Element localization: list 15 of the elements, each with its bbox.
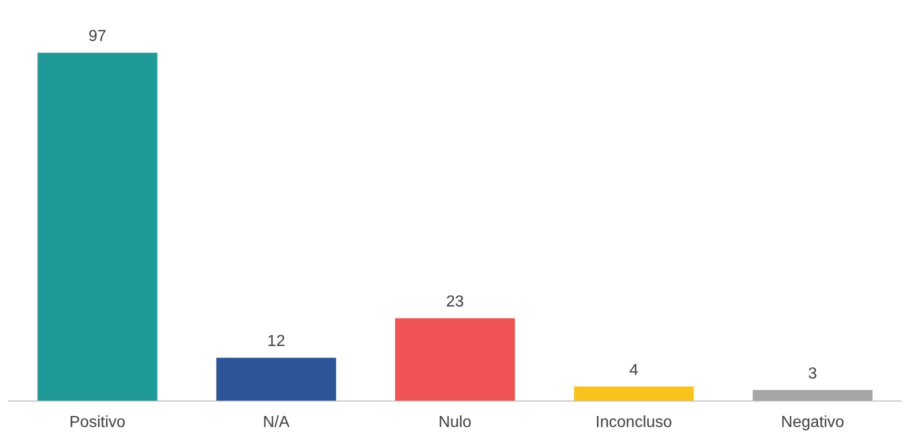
x-tick-label: Positivo xyxy=(69,414,126,431)
x-tick-label: N/A xyxy=(262,414,290,431)
bar xyxy=(38,52,158,401)
bar xyxy=(395,318,515,401)
x-tick-label: Negativo xyxy=(781,414,844,431)
data-label: 4 xyxy=(629,362,638,379)
bar xyxy=(216,358,336,401)
data-label: 3 xyxy=(808,365,818,382)
bar xyxy=(752,390,872,401)
data-label: 97 xyxy=(88,28,106,46)
bar xyxy=(574,386,694,401)
data-label: 12 xyxy=(267,333,286,350)
data-label: 23 xyxy=(446,294,464,311)
x-tick-label: Nulo xyxy=(438,414,472,431)
x-tick-label: Inconcluso xyxy=(596,414,672,431)
